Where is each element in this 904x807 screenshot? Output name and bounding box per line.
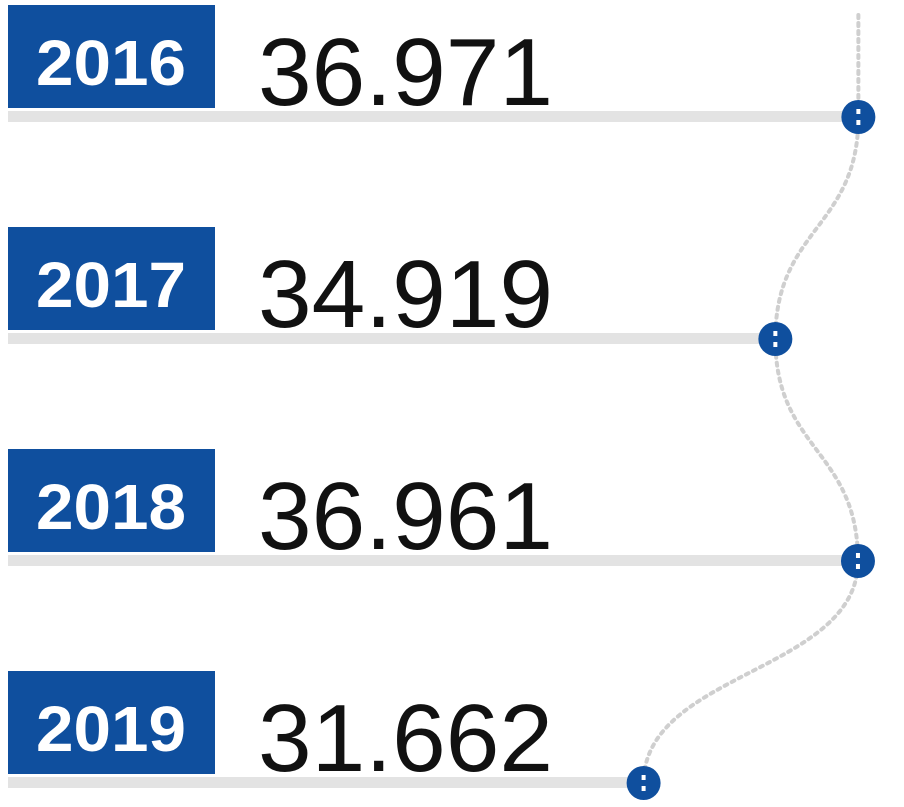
dot-detail — [856, 120, 861, 125]
year-box — [8, 671, 215, 774]
bar — [8, 333, 776, 344]
dot — [840, 544, 875, 578]
dot-detail — [773, 331, 778, 336]
bar — [8, 555, 858, 566]
value-label: 36.971 — [258, 19, 553, 126]
dot — [758, 322, 793, 356]
year-label: 2018 — [36, 471, 186, 543]
value-label: 31.662 — [258, 685, 553, 792]
dot-detail — [855, 553, 860, 558]
year-box — [8, 227, 215, 330]
year-label: 2016 — [36, 27, 186, 99]
dot-detail — [856, 109, 861, 114]
year-box — [8, 5, 215, 108]
value-label: 36.961 — [258, 463, 553, 570]
dot-detail — [855, 564, 860, 569]
year-label: 2019 — [36, 693, 186, 765]
dot-detail — [641, 775, 646, 780]
dot — [626, 766, 661, 800]
connector-line — [641, 13, 861, 785]
value-label: 34.919 — [258, 241, 553, 348]
year-label: 2017 — [36, 249, 186, 321]
dot-detail — [641, 786, 646, 791]
bar — [8, 777, 644, 788]
dot-detail — [773, 342, 778, 347]
bar — [8, 111, 859, 122]
year-box — [8, 449, 215, 552]
dot — [841, 100, 876, 134]
